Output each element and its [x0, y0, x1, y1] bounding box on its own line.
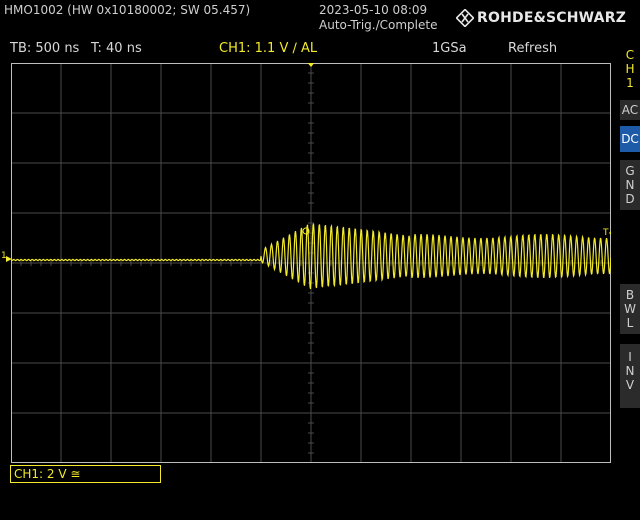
- crosshair-marker: [302, 227, 310, 235]
- dc-label: DC: [621, 132, 639, 146]
- date-label: 2023-05-10 08:09: [319, 3, 428, 17]
- channel-trigger-label[interactable]: CH1: 1.1 V ∕ AL: [219, 41, 318, 56]
- brand-name: ROHDE&SCHWARZ: [477, 10, 627, 26]
- bandwidth-limit-button[interactable]: B W L: [620, 284, 640, 334]
- gnd-coupling-button[interactable]: G N D: [620, 160, 640, 210]
- channel-1-trace: [11, 223, 611, 290]
- device-info: HMO1002 (HW 0x10180002; SW 05.457): [4, 3, 251, 17]
- trigger-level-marker: T: [602, 228, 611, 238]
- waveform-display: T: [11, 63, 611, 463]
- trigger-marker: [307, 63, 315, 67]
- graticule: [11, 63, 611, 463]
- status-bar: TB: 500 ns T: 40 ns CH1: 1.1 V ∕ AL 1GSa…: [0, 41, 612, 59]
- channel-1-scale-readout[interactable]: CH1: 2 V ≅: [10, 465, 161, 483]
- acquisition-mode-label[interactable]: Refresh: [508, 41, 558, 56]
- sample-rate-label: 1GSa: [432, 41, 467, 56]
- oscilloscope-screen[interactable]: T: [11, 63, 611, 463]
- dc-coupling-button[interactable]: DC: [620, 126, 640, 152]
- date-time: 2023-05-10 08:09 Auto-Trig./Complete: [319, 3, 437, 33]
- trigger-level-label: T: [602, 228, 609, 238]
- ac-coupling-button[interactable]: AC: [620, 100, 640, 120]
- brand-logo: ROHDE&SCHWARZ: [456, 9, 626, 27]
- rohde-schwarz-logo-icon: [456, 9, 474, 27]
- timebase-label[interactable]: TB: 500 ns: [10, 41, 80, 56]
- ac-label: AC: [621, 103, 639, 117]
- trigger-state-label: Auto-Trig./Complete: [319, 18, 438, 32]
- invert-button[interactable]: I N V: [620, 344, 640, 408]
- channel-marker-label: 1: [1, 251, 7, 261]
- channel-menu-label: C H 1: [625, 48, 635, 90]
- channel-marker-arrow-icon: [6, 256, 12, 262]
- trigger-position-label[interactable]: T: 40 ns: [91, 41, 142, 56]
